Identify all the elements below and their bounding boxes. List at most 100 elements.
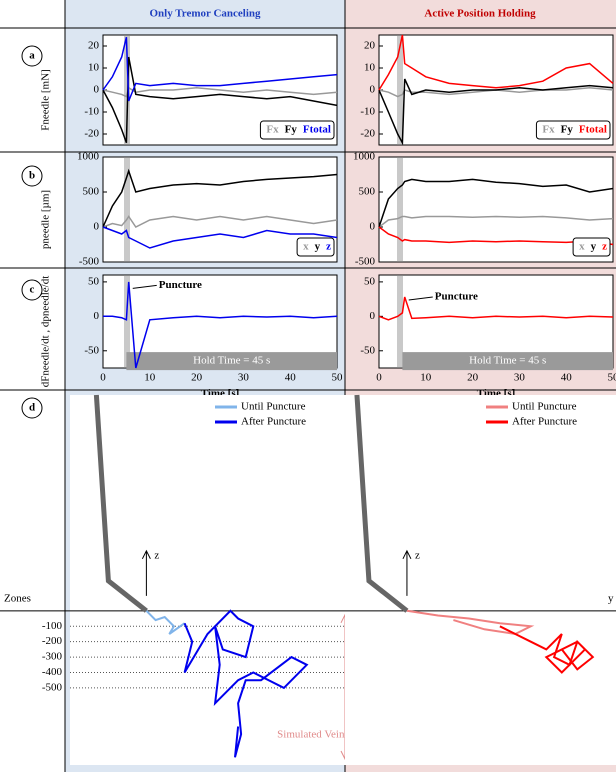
series-line — [102, 226, 338, 249]
series-line — [378, 226, 614, 246]
row-label: c — [21, 279, 43, 301]
legend-label: y — [315, 241, 321, 253]
legend-label: Fy — [561, 124, 574, 136]
puncture-band — [397, 157, 403, 262]
y-tick-label: -500 — [355, 256, 376, 268]
y-tick-label: 500 — [83, 186, 100, 198]
zones-label: Zones — [4, 592, 31, 604]
series-line — [378, 78, 614, 146]
puncture-band — [397, 275, 403, 368]
y-tick-label: -10 — [360, 106, 375, 118]
y-tick-label: 1000 — [77, 151, 100, 163]
puncture-band — [124, 35, 130, 145]
legend-label: z — [602, 241, 607, 253]
trajectory — [406, 609, 535, 636]
legend-label: x — [579, 241, 585, 253]
legend-label: y — [591, 241, 597, 253]
row-label: a — [21, 45, 43, 67]
trajectory — [499, 625, 595, 674]
legend-label: z — [326, 241, 331, 253]
x-tick-label: 50 — [608, 372, 616, 384]
needle — [93, 394, 148, 613]
series-line — [378, 296, 614, 321]
y-tick-label: 0 — [94, 310, 100, 322]
x-tick-label: 50 — [332, 372, 344, 384]
x-tick-label: 30 — [514, 372, 526, 384]
plot-area — [345, 395, 616, 765]
y-tick-label: -100 — [42, 620, 63, 632]
y-tick-label: -500 — [42, 681, 63, 693]
legend-label: After Puncture — [512, 416, 577, 428]
legend-box — [535, 120, 611, 140]
y-tick-label: 0 — [370, 221, 376, 233]
series-line — [378, 178, 614, 228]
row-label-text: d — [29, 402, 35, 414]
puncture-band — [397, 35, 403, 145]
y-tick-label: -10 — [84, 106, 99, 118]
row-label: b — [21, 165, 43, 187]
legend: zyx — [296, 237, 335, 257]
z-arrow — [141, 549, 151, 596]
series-line — [102, 168, 338, 228]
y-axis-label: Fneedle [mN] — [40, 69, 52, 130]
y-tick-label: -20 — [360, 128, 375, 140]
trajectory — [145, 610, 186, 635]
y-axis-label: y — [608, 592, 614, 604]
column-title: Active Position Holding — [424, 8, 536, 20]
hold-band — [126, 352, 338, 371]
y-tick-label: -50 — [84, 344, 99, 356]
plot-area — [70, 395, 345, 765]
legend-label: Until Puncture — [512, 401, 577, 413]
annotation-label: Puncture — [435, 291, 478, 303]
legend-label: Ftotal — [579, 124, 607, 136]
x-tick-label: 10 — [420, 372, 432, 384]
y-tick-label: 500 — [359, 186, 376, 198]
row-label: d — [21, 397, 43, 419]
y-tick-label: 0 — [370, 310, 376, 322]
series-line — [103, 281, 338, 369]
y-tick-label: 0 — [370, 84, 376, 96]
x-tick-label: 0 — [376, 372, 382, 384]
y-tick-label: 50 — [88, 275, 100, 287]
y-tick-label: 0 — [94, 221, 100, 233]
puncture-band — [124, 275, 130, 368]
y-tick-label: -400 — [42, 666, 63, 678]
series-line — [102, 37, 338, 102]
hold-label: Hold Time = 45 s — [193, 355, 270, 367]
row-label-text: a — [29, 50, 35, 62]
legend-label: x — [303, 241, 309, 253]
legend: zyx — [572, 237, 611, 257]
series-line — [378, 215, 614, 228]
legend-label: After Puncture — [241, 416, 306, 428]
legend-label: Fx — [266, 124, 279, 136]
y-tick-label: 1000 — [353, 151, 376, 163]
annotation-label: Puncture — [159, 279, 202, 291]
legend: Ftotal Fy Fx — [535, 120, 611, 140]
y-axis-label: pneedle [µm] — [40, 190, 52, 249]
series-line — [378, 34, 614, 91]
puncture-band — [124, 157, 130, 262]
legend-box — [296, 237, 335, 257]
hold-band — [402, 352, 613, 371]
y-tick-label: 20 — [88, 40, 100, 52]
annotation-arrow — [132, 284, 157, 289]
y-axis-label: dFneedle/dt , dpneedle/dt — [40, 276, 52, 388]
y-tick-label: 10 — [88, 62, 100, 74]
z-label: z — [154, 549, 159, 561]
legend: Ftotal Fy Fx — [259, 120, 335, 140]
y-tick-label: -20 — [84, 128, 99, 140]
series-line — [102, 56, 338, 144]
legend-label: Fy — [285, 124, 298, 136]
x-tick-label: 0 — [100, 372, 106, 384]
y-tick-label: 50 — [364, 275, 376, 287]
legend-box — [259, 120, 335, 140]
series-line — [102, 215, 338, 228]
annotation-arrow — [408, 296, 433, 301]
x-tick-label: 10 — [144, 372, 156, 384]
legend-box — [572, 237, 611, 257]
series-line — [378, 87, 614, 98]
legend-label: Fx — [542, 124, 555, 136]
column-title: Only Tremor Canceling — [149, 8, 261, 20]
x-tick-label: 30 — [238, 372, 250, 384]
